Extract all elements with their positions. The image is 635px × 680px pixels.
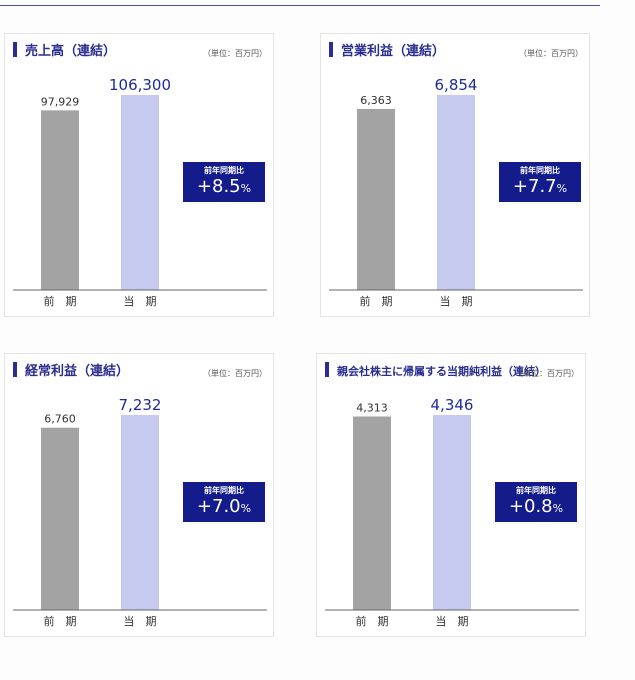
chart-unit: （単位：百万円） bbox=[203, 49, 267, 58]
yoy-badge: 前年同期比 +7.0% bbox=[183, 482, 265, 522]
category-label: 前 期 bbox=[44, 294, 77, 308]
bar-chart: 97,929 前 期 106,300 当 期 bbox=[13, 76, 267, 308]
bar-previous bbox=[41, 110, 79, 290]
data-label: 4,346 bbox=[431, 396, 474, 414]
net-income-chart-panel: 親会社株主に帰属する当期純利益（連結） （単位：百万円） 4,313 前 期 4,3… bbox=[316, 353, 586, 637]
bar-current bbox=[437, 95, 475, 290]
data-label: 6,760 bbox=[44, 413, 76, 426]
yoy-label: 前年同期比 bbox=[516, 486, 556, 495]
ordinary-profit-chart-panel: 経常利益（連結） （単位：百万円） 6,760 前 期 7,232 当 期 前年同期比… bbox=[4, 353, 274, 637]
bar-current bbox=[121, 95, 159, 290]
yoy-unit: % bbox=[552, 502, 564, 515]
yoy-badge: 前年同期比 +0.8% bbox=[495, 482, 577, 522]
top-rule bbox=[0, 5, 600, 6]
chart-unit: （単位：百万円） bbox=[515, 369, 579, 378]
category-label: 前 期 bbox=[360, 294, 393, 308]
category-label: 当 期 bbox=[440, 294, 473, 308]
data-label: 6,363 bbox=[360, 94, 392, 107]
bar-chart: 4,313 前 期 4,346 当 期 bbox=[325, 396, 579, 628]
category-label: 前 期 bbox=[356, 614, 389, 628]
bar-current bbox=[121, 415, 159, 610]
yoy-badge: 前年同期比 +8.5% bbox=[183, 162, 265, 202]
yoy-unit: % bbox=[240, 502, 252, 515]
yoy-badge: 前年同期比 +7.7% bbox=[499, 162, 581, 202]
bar-chart: 6,760 前 期 7,232 当 期 bbox=[13, 396, 267, 628]
yoy-unit: % bbox=[240, 182, 252, 195]
sales-chart-panel: 売上高（連結） （単位：百万円） 97,929 前 期 106,300 当 期 前年同… bbox=[4, 33, 274, 317]
chart-title: 親会社株主に帰属する当期純利益（連結） bbox=[325, 362, 546, 382]
bar-current bbox=[433, 415, 471, 610]
yoy-unit: % bbox=[556, 182, 568, 195]
category-label: 当 期 bbox=[124, 614, 157, 628]
bar-previous bbox=[357, 108, 395, 291]
operating-profit-chart-panel: 営業利益（連結） （単位：百万円） 6,363 前 期 6,854 当 期 前年同期比… bbox=[320, 33, 590, 317]
data-label: 106,300 bbox=[109, 76, 171, 94]
data-label: 6,854 bbox=[435, 76, 478, 94]
yoy-label: 前年同期比 bbox=[520, 166, 560, 175]
chart-title: 売上高（連結） bbox=[13, 42, 116, 62]
bar-chart: 6,363 前 期 6,854 当 期 bbox=[329, 76, 583, 308]
category-label: 当 期 bbox=[124, 294, 157, 308]
yoy-value: +7.0 bbox=[196, 496, 241, 517]
yoy-label: 前年同期比 bbox=[204, 166, 244, 175]
chart-unit: （単位：百万円） bbox=[519, 49, 583, 58]
data-label: 7,232 bbox=[119, 396, 162, 414]
chart-title: 経常利益（連結） bbox=[13, 362, 129, 382]
yoy-value: +7.7 bbox=[512, 176, 557, 197]
data-label: 97,929 bbox=[41, 95, 80, 108]
yoy-label: 前年同期比 bbox=[204, 486, 244, 495]
bar-previous bbox=[353, 416, 391, 610]
data-label: 4,313 bbox=[356, 401, 388, 414]
category-label: 当 期 bbox=[436, 614, 469, 628]
category-label: 前 期 bbox=[44, 614, 77, 628]
yoy-value: +8.5 bbox=[196, 176, 241, 197]
chart-title: 営業利益（連結） bbox=[329, 42, 445, 62]
yoy-value: +0.8 bbox=[508, 496, 553, 517]
bar-previous bbox=[41, 427, 79, 610]
chart-unit: （単位：百万円） bbox=[203, 369, 267, 378]
